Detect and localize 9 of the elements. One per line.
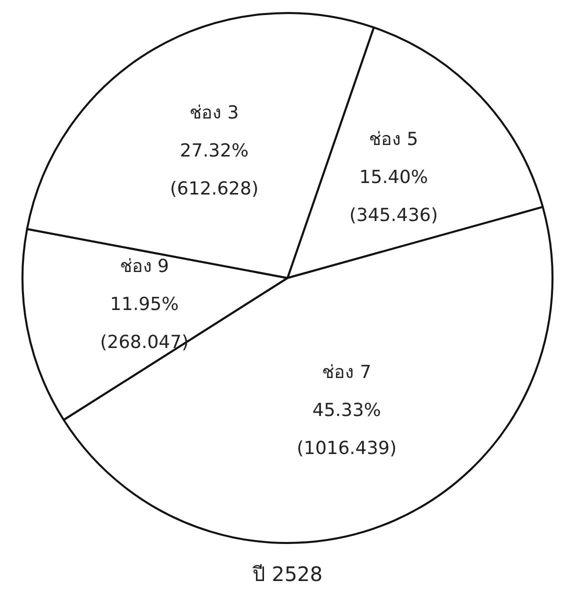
data-label: 27.32% (612.628) [170,140,258,200]
data-label: 45.33% (1016.439) [296,400,397,459]
text: ปี 2528 [252,562,323,586]
slice-label: ช่อง 3 [190,102,239,124]
slice-label: ช่อง 7 [322,362,372,383]
data-label: 11.95% (268.047) [100,294,189,354]
slice-label: ช่อง 9 [120,256,169,278]
data-label: 15.40% (345.436) [349,166,438,226]
slice-label: ช่อง 5 [369,128,418,150]
